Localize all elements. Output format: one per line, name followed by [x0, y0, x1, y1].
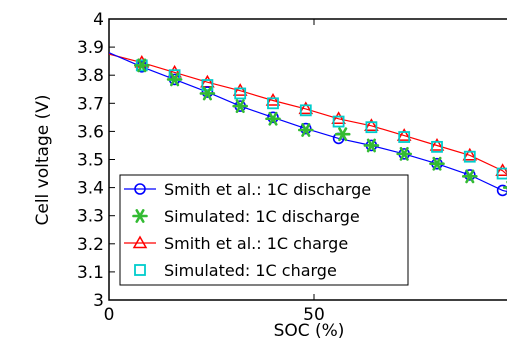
series-layer: [109, 52, 507, 197]
marker-square: [267, 97, 279, 110]
y-tick-label: 3: [93, 291, 104, 311]
marker-square: [332, 115, 345, 128]
marker-triangle: [232, 83, 248, 96]
marker-circle: [267, 111, 279, 124]
legend-entry: Smith et al.: 1C discharge: [124, 180, 371, 199]
y-tick-label: 3.9: [77, 38, 104, 58]
marker-asterisk: [297, 123, 314, 137]
y-axis-title: Cell voltage (V): [33, 95, 53, 226]
legend-entry: Simulated: 1C charge: [134, 261, 337, 280]
x-axis-title: SOC (%): [274, 321, 345, 341]
marker-square: [201, 79, 214, 91]
marker-asterisk-stroke: [301, 123, 311, 137]
legend-entry: Smith et al.: 1C charge: [124, 234, 348, 253]
y-tick-label: 3.3: [77, 207, 104, 227]
marker-circle: [496, 184, 507, 197]
marker-asterisk-stroke: [465, 169, 475, 184]
marker-asterisk: [166, 72, 183, 87]
y-tick-label: 3.6: [77, 122, 104, 142]
marker-square: [365, 121, 378, 134]
marker-square: [496, 167, 507, 180]
marker-asterisk: [265, 111, 281, 126]
marker-triangle: [429, 137, 445, 151]
series-line-triangle: [109, 53, 507, 176]
marker-asterisk: [429, 156, 445, 171]
marker-circle: [463, 169, 476, 181]
y-tick-label: 3.7: [77, 94, 104, 114]
x-tick-label: 50: [303, 305, 325, 325]
legend-label: Simulated: 1C charge: [164, 261, 337, 280]
marker-square: [431, 140, 443, 153]
marker-triangle: [298, 101, 314, 115]
x-axis: 0 50: [104, 19, 325, 325]
marker-asterisk: [396, 146, 413, 161]
marker-asterisk-stroke: [235, 99, 245, 114]
y-tick-label: 3.5: [77, 151, 104, 171]
marker-asterisk: [502, 180, 507, 195]
y-axis: 3 3.1 3.2 3.3 3.4 3.5 3.6 3.7 3.8 3.9 4: [77, 10, 115, 311]
marker-asterisk-stroke: [399, 146, 409, 161]
marker-asterisk: [363, 138, 380, 153]
y-tick-label: 3.1: [77, 263, 104, 283]
marker-asterisk: [134, 58, 150, 73]
marker-asterisk-stroke: [366, 138, 376, 153]
marker-square: [234, 87, 247, 100]
legend-label: Smith et al.: 1C charge: [164, 234, 348, 253]
marker-asterisk-stroke: [135, 209, 145, 223]
marker-circle: [134, 183, 146, 195]
legend: Smith et al.: 1C discharge Simulated: 1C …: [119, 174, 409, 286]
marker-asterisk-stroke: [338, 127, 348, 142]
legend-box: [119, 174, 409, 286]
legend-entry: Simulated: 1C discharge: [132, 207, 360, 226]
y-tick-label: 3.2: [77, 235, 104, 255]
marker-asterisk: [199, 86, 216, 101]
marker-square: [398, 131, 411, 143]
marker-asterisk-stroke: [202, 86, 212, 101]
series-line: [109, 53, 507, 176]
marker-asterisk-stroke: [432, 156, 442, 171]
marker-triangle: [396, 128, 412, 141]
marker-asterisk: [461, 169, 478, 184]
marker-triangle: [331, 111, 346, 125]
marker-circle: [201, 86, 214, 98]
marker-asterisk: [334, 127, 351, 142]
marker-triangle: [265, 92, 281, 106]
marker-circle: [299, 122, 312, 135]
y-tick-label: 4: [93, 10, 104, 30]
marker-asterisk-stroke: [170, 72, 180, 87]
y-tick-label: 3.8: [77, 66, 104, 86]
marker-square: [463, 150, 476, 163]
marker-triangle: [462, 147, 478, 161]
legend-label: Simulated: 1C discharge: [164, 207, 360, 226]
marker-asterisk: [132, 209, 148, 223]
legend-label: Smith et al.: 1C discharge: [164, 180, 371, 199]
marker-square: [299, 104, 312, 117]
marker-asterisk-stroke: [268, 111, 278, 126]
marker-triangle: [364, 118, 379, 132]
marker-asterisk: [232, 99, 248, 114]
marker-triangle: [132, 235, 148, 249]
y-tick-label: 3.4: [77, 179, 104, 199]
x-tick-label: 0: [104, 305, 115, 325]
series-asterisk: [134, 58, 507, 195]
marker-asterisk-stroke: [137, 58, 147, 73]
marker-triangle: [495, 163, 507, 176]
marker-square: [134, 264, 146, 276]
